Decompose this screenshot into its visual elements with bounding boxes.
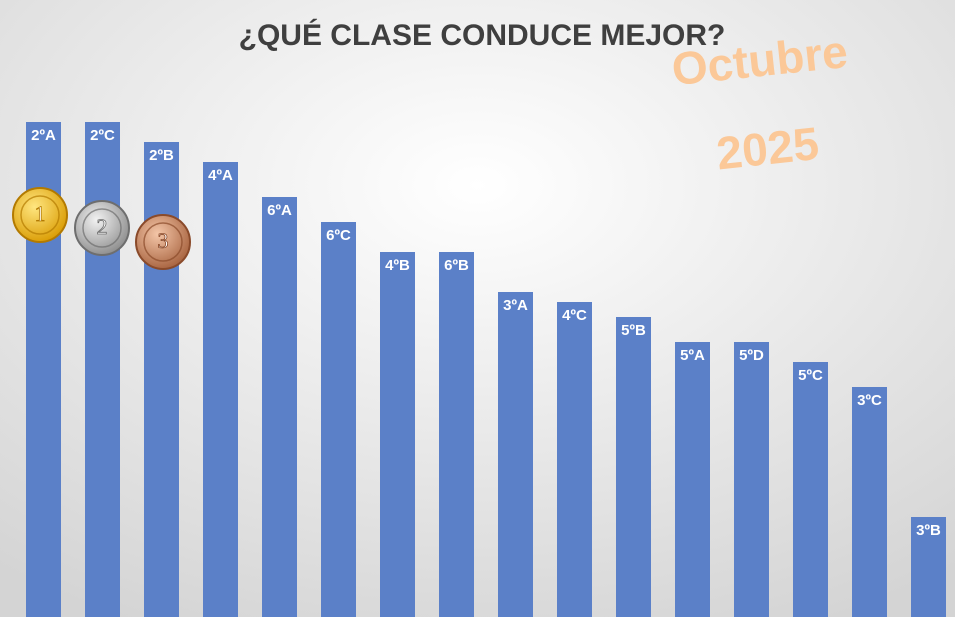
bar [85, 122, 120, 617]
annotation: 2025 [714, 117, 821, 179]
chart-title: ¿QUÉ CLASE CONDUCE MEJOR? [239, 18, 726, 52]
bar [439, 252, 474, 617]
bar-label: 6ºB [444, 257, 469, 274]
bar [734, 342, 769, 617]
bar [616, 317, 651, 617]
bar [144, 142, 179, 617]
bar-label: 6ºA [267, 202, 292, 219]
bar-label: 6ºC [326, 227, 351, 244]
medal-label: 2 [97, 214, 108, 239]
bar [203, 162, 238, 617]
bar-label: 3ºA [503, 297, 528, 314]
bar-label: 5ºB [621, 322, 646, 339]
medals: 1 2 3 [12, 187, 191, 270]
bar-label: 5ºC [798, 367, 823, 384]
bar [557, 302, 592, 617]
bar-label: 2ºC [90, 127, 115, 144]
bar-label: 4ºC [562, 307, 587, 324]
bar-label: 3ºB [916, 522, 941, 539]
bar-label: 2ºA [31, 127, 56, 144]
bar [321, 222, 356, 617]
bar [675, 342, 710, 617]
bar-label: 2ºB [149, 147, 174, 164]
medal-label: 1 [35, 201, 46, 226]
bar [262, 197, 297, 617]
bar-label: 5ºA [680, 347, 705, 364]
bar [852, 387, 887, 617]
bar-label: 4ºB [385, 257, 410, 274]
bar-label: 4ºA [208, 167, 233, 184]
bar [911, 517, 946, 617]
bar-label: 3ºC [857, 392, 882, 409]
medal-ring [82, 208, 122, 248]
bar [380, 252, 415, 617]
medal-ring [143, 222, 183, 262]
bar [498, 292, 533, 617]
medal-ring [20, 195, 60, 235]
bar-label: 5ºD [739, 347, 764, 364]
medal-label: 3 [158, 228, 169, 253]
bar [793, 362, 828, 617]
